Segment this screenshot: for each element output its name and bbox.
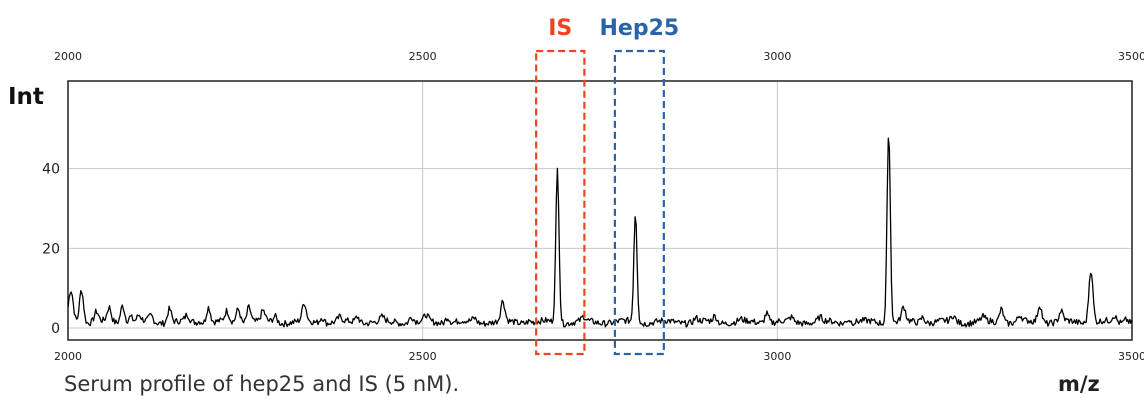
- spectrum-trace: [67, 137, 1133, 328]
- y-tick-label: 40: [42, 162, 60, 178]
- x-tick-label-bottom: 3500: [1118, 350, 1144, 363]
- annotation-label-hep25: Hep25: [600, 16, 680, 41]
- x-tick-label-bottom: 3000: [763, 350, 791, 363]
- tick-labels: 2000 2000 2500 2500 3000 3000 3500 3500 0 20 40: [42, 50, 1144, 363]
- y-tick-label: 20: [42, 241, 60, 257]
- x-tick-label-top: 2000: [54, 50, 82, 63]
- x-tick-label-top: 2500: [409, 50, 437, 63]
- x-tick-label-top: 3500: [1118, 50, 1144, 63]
- y-axis-label: Int: [8, 84, 44, 110]
- y-tick-label: 0: [51, 321, 60, 337]
- grid-layer: [68, 81, 1132, 340]
- x-tick-label-bottom: 2000: [54, 350, 82, 363]
- annotation-label-is: IS: [548, 16, 572, 41]
- annotation-box-is: [535, 49, 586, 356]
- plot-frame: [67, 80, 1133, 341]
- figure-caption: Serum profile of hep25 and IS (5 nM).: [64, 372, 460, 396]
- x-axis-unit-label: m/z: [1058, 372, 1100, 396]
- peak-annotations: IS Hep25: [535, 16, 680, 356]
- x-tick-label-bottom: 2500: [409, 350, 437, 363]
- annotation-box-hep25: [613, 49, 665, 356]
- x-tick-label-top: 3000: [763, 50, 791, 63]
